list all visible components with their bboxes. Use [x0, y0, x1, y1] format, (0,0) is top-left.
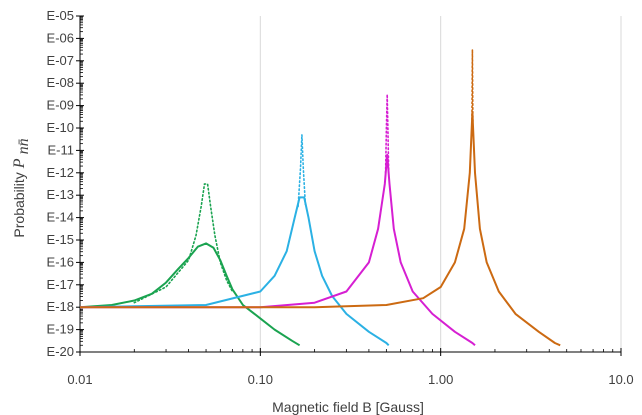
x-tick-label: 0.10: [248, 372, 273, 387]
y-tick-label: E-19: [47, 322, 74, 337]
y-tick-label: E-18: [47, 299, 74, 314]
y-axis-title-symbol: P: [11, 158, 28, 169]
x-tick-label: 1.00: [428, 372, 453, 387]
series-3-line: [80, 153, 476, 347]
y-axis-title-subscript: nn̄: [15, 138, 32, 154]
y-tick-label: E-05: [47, 8, 74, 23]
svg-text:Probability: Probability P nn̄: [11, 138, 32, 237]
y-tick-label: E-11: [48, 142, 75, 157]
series-1-line: [79, 242, 301, 347]
y-tick-label: E-16: [47, 254, 74, 269]
y-tick-label: E-17: [47, 277, 74, 292]
y-tick-label: E-13: [47, 187, 74, 202]
series-lines: [79, 49, 561, 347]
series-4-dotted-line: [471, 49, 474, 125]
y-tick-label: E-08: [47, 75, 74, 90]
y-tick-label: E-20: [47, 344, 74, 359]
series-3-dotted-line: [384, 94, 390, 174]
series-1-dotted-line: [133, 183, 234, 304]
y-axis-title-text: Probability: [11, 172, 27, 237]
y-tick-label: E-12: [47, 165, 74, 180]
grid-lines: [259, 16, 622, 352]
y-tick-label: E-10: [47, 120, 74, 135]
y-axis-title: Probability P nn̄: [11, 138, 32, 237]
y-tick-label: E-06: [47, 30, 74, 45]
y-tick-label: E-09: [47, 98, 74, 113]
x-tick-label: 0.01: [67, 372, 92, 387]
tick-labels: E-05 E-06 E-07 E-08 E-09 E-10 E-11 E-12 E-13 E-14…: [47, 8, 634, 387]
series-2-dotted-line: [297, 134, 307, 208]
y-tick-label: E-14: [47, 210, 74, 225]
series-4-line: [80, 111, 561, 347]
x-tick-label: 10.0: [608, 372, 633, 387]
y-tick-label: E-15: [47, 232, 74, 247]
y-tick-label: E-07: [47, 53, 74, 68]
axes: [76, 15, 622, 356]
series-2-line: [79, 196, 390, 347]
x-axis-title: Magnetic field B [Gauss]: [272, 399, 424, 415]
